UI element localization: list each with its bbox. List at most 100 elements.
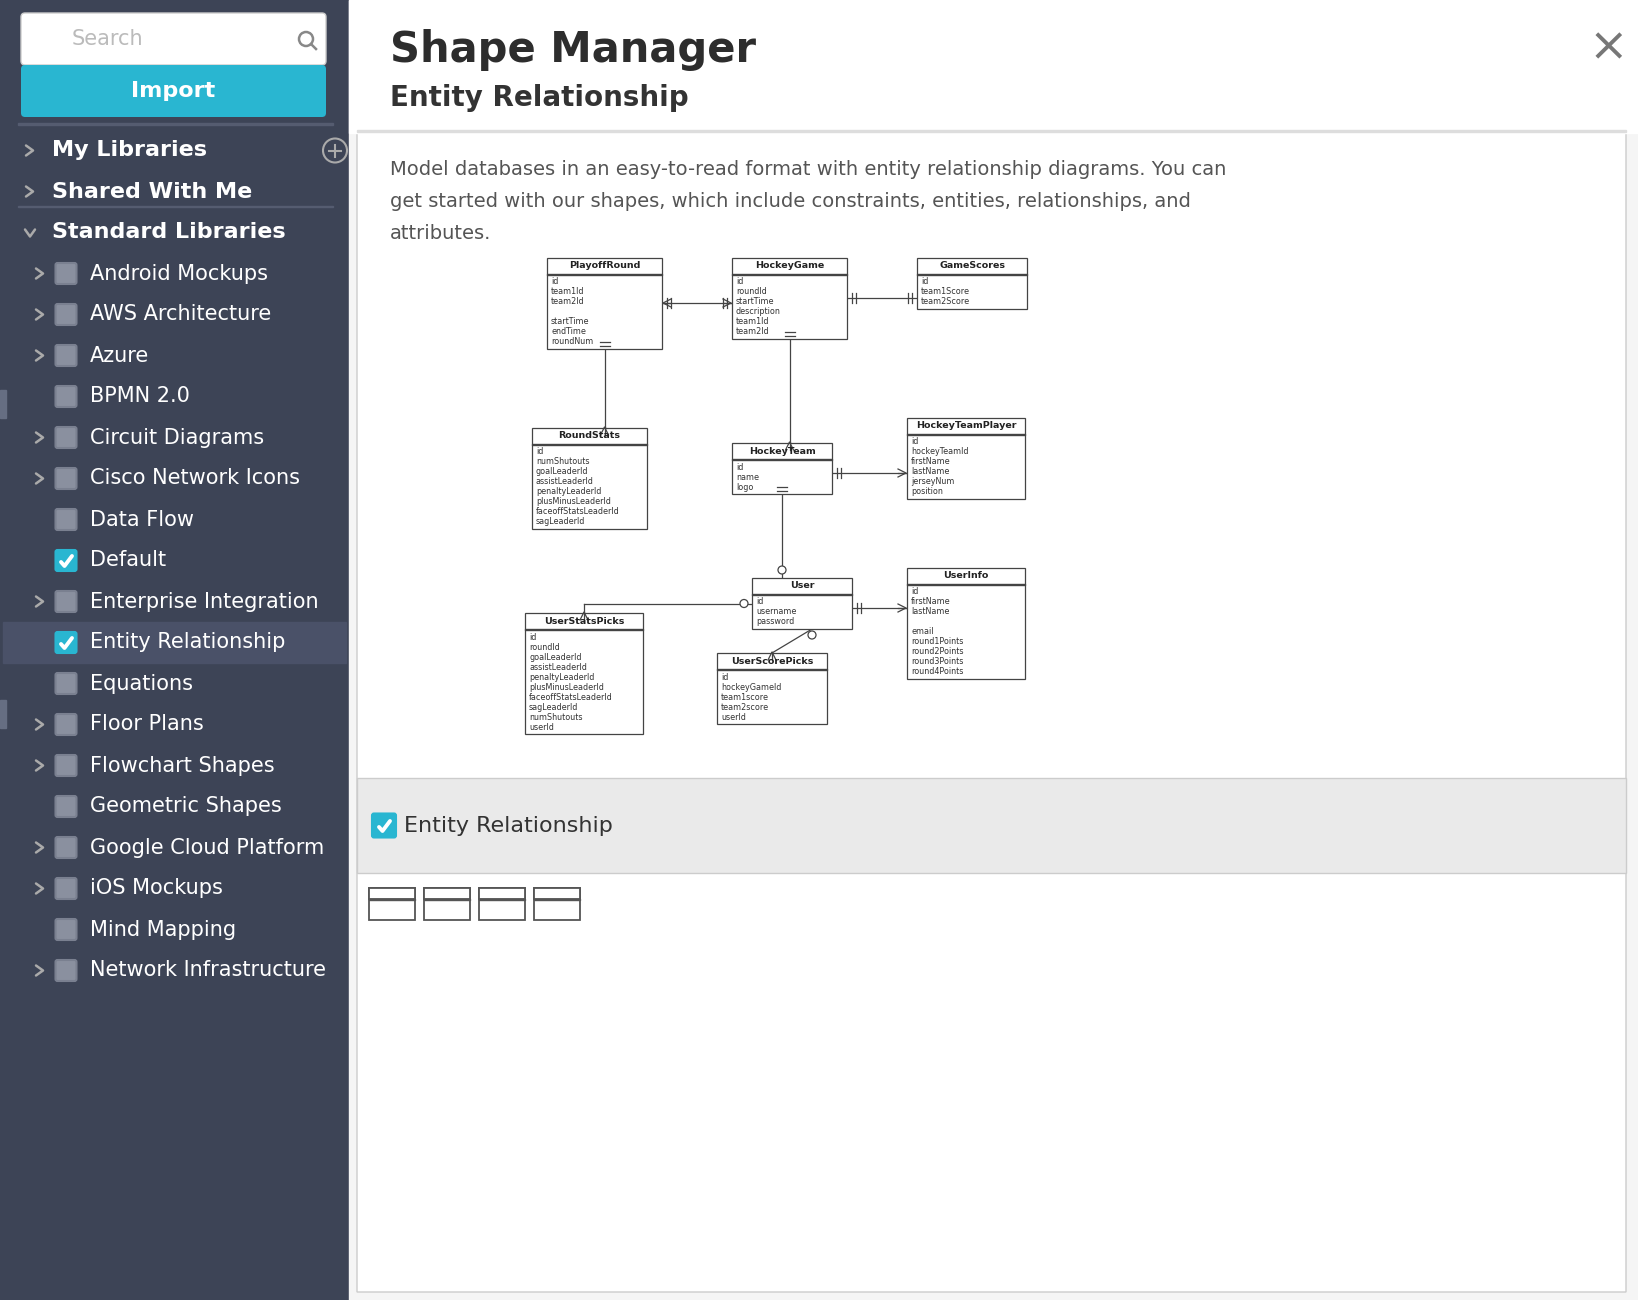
Text: get started with our shapes, which include constraints, entities, relationships,: get started with our shapes, which inclu… — [390, 192, 1191, 211]
Text: name: name — [735, 472, 758, 481]
Bar — [369, 888, 414, 920]
Text: faceoffStatsLeaderId: faceoffStatsLeaderId — [536, 507, 619, 516]
Text: penaltyLeaderId: penaltyLeaderId — [536, 488, 601, 497]
Text: iOS Mockups: iOS Mockups — [90, 879, 223, 898]
Text: Geometric Shapes: Geometric Shapes — [90, 797, 282, 816]
FancyBboxPatch shape — [56, 714, 77, 734]
Text: team1Id: team1Id — [550, 287, 585, 296]
Text: numShutouts: numShutouts — [536, 458, 590, 467]
Text: id: id — [757, 598, 763, 607]
Text: attributes.: attributes. — [390, 224, 491, 243]
Text: endTime: endTime — [550, 328, 586, 337]
Text: logo: logo — [735, 482, 753, 491]
FancyBboxPatch shape — [56, 263, 77, 283]
Text: Google Cloud Platform: Google Cloud Platform — [90, 837, 324, 858]
Bar — [478, 888, 526, 900]
Text: goalLeaderId: goalLeaderId — [536, 468, 588, 477]
Text: plusMinusLeaderId: plusMinusLeaderId — [536, 498, 611, 507]
Text: plusMinusLeaderId: plusMinusLeaderId — [529, 682, 604, 692]
FancyBboxPatch shape — [56, 386, 77, 407]
Text: numShutouts: numShutouts — [529, 712, 583, 722]
FancyBboxPatch shape — [56, 468, 77, 489]
Text: round2Points: round2Points — [911, 647, 963, 656]
FancyBboxPatch shape — [21, 65, 326, 117]
Text: Import: Import — [131, 81, 215, 101]
Text: team1Score: team1Score — [921, 287, 970, 296]
Text: id: id — [550, 277, 559, 286]
Bar — [732, 443, 832, 494]
Text: UserScorePicks: UserScorePicks — [731, 656, 812, 666]
Text: Android Mockups: Android Mockups — [90, 264, 269, 283]
Text: sagLeaderId: sagLeaderId — [529, 702, 578, 711]
FancyBboxPatch shape — [56, 837, 77, 858]
Text: Entity Relationship: Entity Relationship — [90, 633, 285, 653]
Bar — [18, 124, 333, 125]
Text: round3Points: round3Points — [911, 658, 963, 667]
Text: position: position — [911, 488, 943, 497]
Text: Data Flow: Data Flow — [90, 510, 193, 529]
Bar — [0, 0, 349, 1300]
Text: UserStatsPicks: UserStatsPicks — [544, 616, 624, 625]
Text: userId: userId — [529, 723, 554, 732]
Text: HockeyTeamPlayer: HockeyTeamPlayer — [916, 421, 1016, 430]
Text: team2score: team2score — [721, 702, 770, 711]
Text: penaltyLeaderId: penaltyLeaderId — [529, 672, 595, 681]
FancyBboxPatch shape — [56, 550, 77, 571]
Text: RoundStats: RoundStats — [559, 432, 621, 441]
Circle shape — [778, 566, 786, 575]
Text: startTime: startTime — [550, 317, 590, 326]
FancyBboxPatch shape — [56, 632, 77, 653]
Text: firstName: firstName — [911, 458, 950, 467]
Text: jerseyNum: jerseyNum — [911, 477, 955, 486]
Bar — [732, 257, 847, 339]
FancyBboxPatch shape — [56, 344, 77, 367]
Bar — [486, 238, 1070, 757]
Bar — [0, 390, 7, 419]
Text: Mind Mapping: Mind Mapping — [90, 919, 236, 940]
Bar — [3, 621, 346, 663]
Bar — [907, 419, 1025, 499]
Bar — [532, 428, 647, 529]
Text: GameScores: GameScores — [939, 261, 1006, 270]
Bar — [534, 888, 580, 900]
Text: description: description — [735, 308, 781, 316]
Bar — [717, 653, 827, 724]
Text: id: id — [735, 463, 744, 472]
Text: id: id — [735, 277, 744, 286]
Text: Enterprise Integration: Enterprise Integration — [90, 592, 319, 611]
Bar — [0, 699, 7, 728]
Bar — [547, 257, 662, 348]
FancyBboxPatch shape — [56, 919, 77, 940]
Text: Standard Libraries: Standard Libraries — [52, 222, 285, 243]
FancyBboxPatch shape — [56, 304, 77, 325]
Text: Equations: Equations — [90, 673, 193, 693]
Text: team2Id: team2Id — [735, 328, 770, 337]
Bar — [349, 0, 1638, 133]
Bar — [357, 130, 1627, 131]
Text: Floor Plans: Floor Plans — [90, 715, 203, 734]
Bar — [357, 777, 1627, 874]
Bar — [917, 257, 1027, 309]
Text: userId: userId — [721, 712, 745, 722]
FancyBboxPatch shape — [56, 796, 77, 816]
Text: HockeyGame: HockeyGame — [755, 261, 824, 270]
Bar — [534, 888, 580, 920]
Bar — [349, 0, 1638, 1300]
Text: My Libraries: My Libraries — [52, 140, 206, 160]
Circle shape — [808, 630, 816, 640]
Text: faceoffStatsLeaderId: faceoffStatsLeaderId — [529, 693, 613, 702]
Bar — [369, 888, 414, 900]
Text: Flowchart Shapes: Flowchart Shapes — [90, 755, 275, 776]
FancyBboxPatch shape — [56, 959, 77, 982]
FancyBboxPatch shape — [56, 426, 77, 448]
Text: Azure: Azure — [90, 346, 149, 365]
Text: lastName: lastName — [911, 468, 950, 477]
Text: lastName: lastName — [911, 607, 950, 616]
Text: round4Points: round4Points — [911, 667, 963, 676]
Text: PlayoffRound: PlayoffRound — [568, 261, 640, 270]
Text: hockeyTeamId: hockeyTeamId — [911, 447, 968, 456]
Text: User: User — [790, 581, 814, 590]
FancyBboxPatch shape — [56, 592, 77, 612]
Bar — [526, 614, 644, 734]
Text: id: id — [536, 447, 544, 456]
